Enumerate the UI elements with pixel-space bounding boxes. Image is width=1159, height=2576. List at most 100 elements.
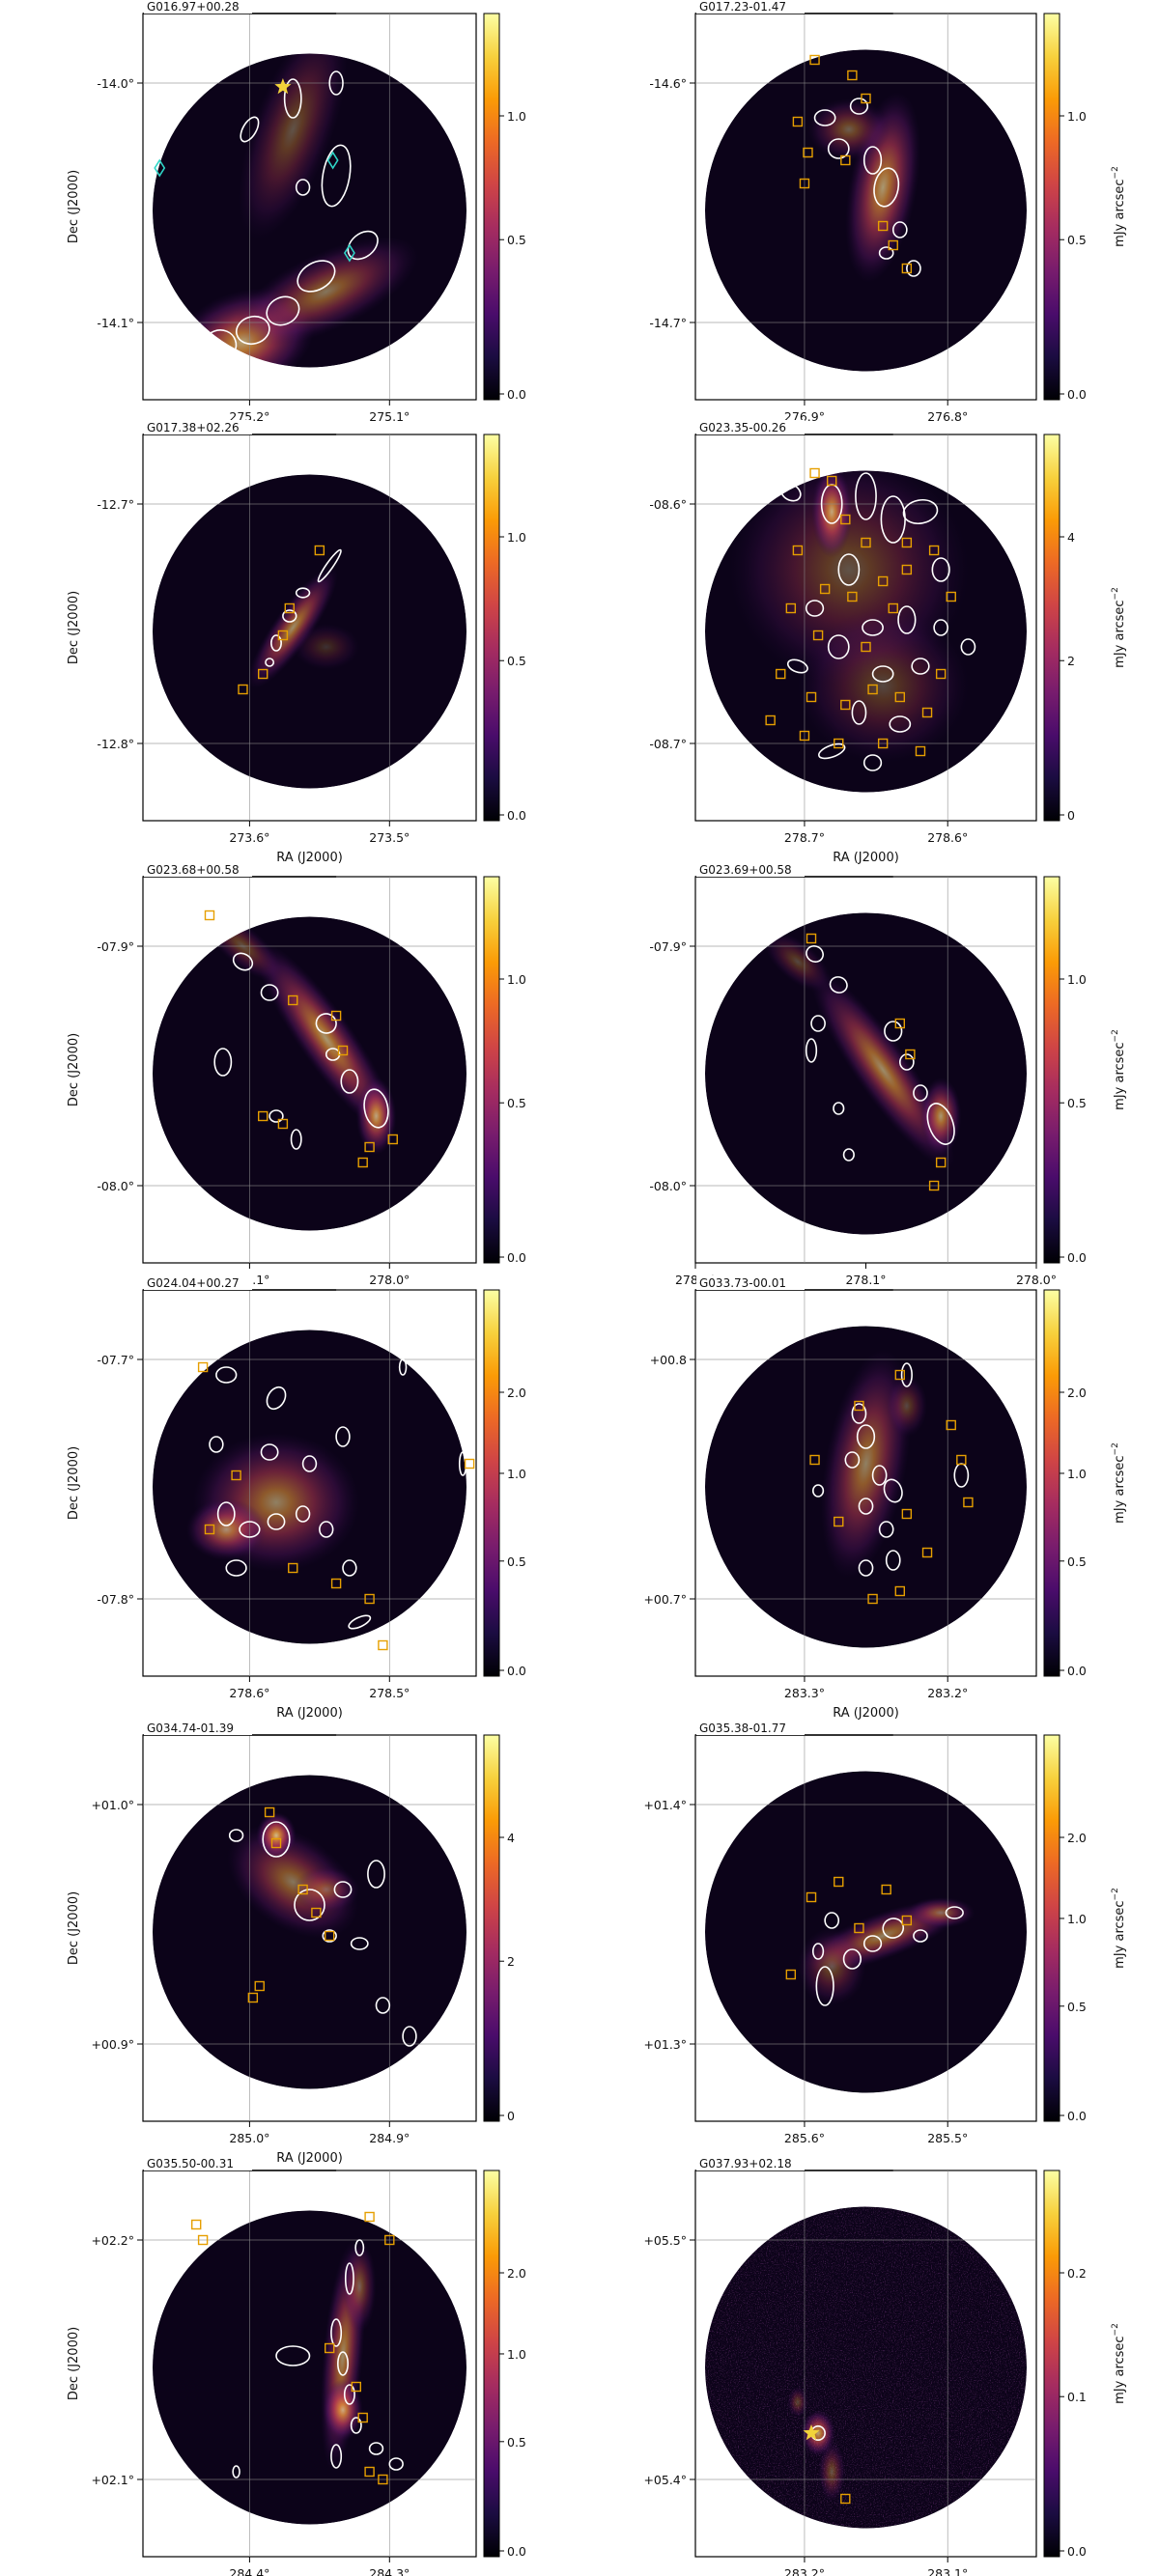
colorbar-tick-label: 0.0 — [507, 1664, 526, 1678]
yso-box-marker — [894, 1018, 905, 1029]
colorbar-tick-label: 2.0 — [1067, 1386, 1087, 1400]
source-ellipse — [851, 700, 867, 725]
source-ellipse — [342, 1559, 357, 1577]
ra-tick-label: 273.5° — [369, 830, 410, 845]
yso-box-marker — [827, 475, 837, 487]
colorbar-tick-label: 0.0 — [507, 387, 526, 402]
source-ellipse — [267, 1513, 286, 1530]
star-marker — [274, 78, 292, 95]
source-ellipse — [780, 483, 802, 502]
source-ellipse — [842, 1948, 862, 1970]
source-ellipse — [212, 2226, 221, 2239]
source-ellipse — [262, 1821, 291, 1858]
diamond-marker — [154, 158, 166, 178]
colorbar-tick-label: 0.5 — [507, 1554, 526, 1569]
yso-box-marker — [847, 70, 858, 81]
panel-5: G023.69+00.58-07.9°-08.0°278.2° 278.1° 278… — [649, 862, 1127, 1287]
colorbar-tick-label: 0.2 — [1067, 2266, 1087, 2281]
yso-box-marker — [963, 1497, 974, 1508]
source-ellipse — [855, 472, 877, 520]
source-ellipse — [931, 557, 950, 582]
source-ellipse — [283, 78, 302, 119]
emission-map — [705, 2206, 1027, 2529]
yso-box-marker — [921, 707, 933, 718]
emission-map — [153, 1775, 466, 2089]
yso-box-marker — [314, 545, 325, 556]
yso-box-marker — [861, 537, 871, 548]
yso-box-marker — [894, 691, 905, 703]
yso-box-marker — [330, 1578, 342, 1589]
colorbar-tick-label: 0.0 — [1067, 2544, 1087, 2559]
dec-tick-label: -07.7° — [97, 1353, 134, 1367]
yso-box-marker — [288, 1562, 298, 1574]
yso-box-marker — [834, 738, 844, 749]
colorbar — [1043, 434, 1060, 822]
source-ellipse — [811, 1943, 825, 1960]
ra-tick-label: 283.2° — [927, 1686, 968, 1700]
colorbar-tick-label: 1.0 — [1067, 109, 1087, 124]
colorbar-tick-label: 2.0 — [507, 2266, 526, 2281]
yso-box-marker — [861, 641, 871, 653]
star-marker — [803, 2424, 820, 2441]
source-ellipse — [833, 1102, 845, 1115]
yso-box-marker — [847, 591, 858, 602]
colorbar-tick-label: 4 — [1067, 530, 1075, 545]
source-ellipse — [266, 1386, 287, 1411]
source-ellipse — [333, 1881, 353, 1898]
dec-axis-label: Dec (J2000) — [67, 170, 81, 243]
source-ellipse — [294, 1889, 325, 1921]
yso-box-marker — [894, 1369, 905, 1381]
yso-box-marker — [384, 2234, 395, 2246]
source-ellipse — [873, 167, 900, 208]
colorbar-tick-label: 0 — [507, 2109, 515, 2123]
source-ellipse — [871, 1465, 888, 1486]
source-ellipse — [290, 1129, 302, 1150]
yso-box-marker — [464, 1458, 475, 1470]
colorbar — [1043, 1289, 1060, 1677]
panels-layer: G016.97+00.28-14.0°-14.1°275.2° 275.1°Dec… — [67, 0, 1127, 2576]
emission-map — [153, 1330, 466, 1644]
yso-box-marker — [387, 1134, 398, 1145]
yso-box-marker — [311, 1907, 322, 1918]
colorbar — [483, 434, 500, 822]
colorbar — [1043, 13, 1060, 401]
colorbar — [1043, 2170, 1060, 2558]
yso-box-marker — [364, 1141, 375, 1153]
panel-title: G023.68+00.58 — [147, 863, 240, 877]
ra-tick-label: 284.3° — [369, 2566, 410, 2576]
dec-axis-label: Dec (J2000) — [67, 591, 81, 664]
yso-box-marker — [792, 116, 804, 127]
colorbar-tick-label: 1.0 — [507, 530, 526, 545]
colorbar-tick-label: 2.0 — [1067, 1831, 1087, 1845]
colorbar-tick-label: 0 — [1067, 808, 1075, 823]
panel-8: G034.74-01.39 +01.0° +00.9° 285.0° 284.9° Dec… — [67, 1721, 515, 2166]
source-ellipse — [837, 553, 861, 586]
yso-box-marker — [231, 1470, 241, 1481]
emission-blob — [797, 1928, 866, 2005]
colorbar-tick-label: 0.0 — [1067, 1664, 1087, 1678]
dec-tick-label: -07.9° — [649, 939, 687, 954]
source-ellipse — [883, 1478, 903, 1503]
emission-map — [705, 912, 1027, 1235]
ra-tick-label: 285.0° — [229, 2131, 269, 2145]
colorbar-label: mJy arcsec−2 — [1111, 2323, 1127, 2404]
yso-box-marker — [809, 54, 820, 66]
source-ellipse — [856, 1424, 876, 1449]
source-ellipse — [335, 1426, 351, 1447]
source-ellipse — [350, 2417, 362, 2434]
source-ellipse — [344, 2262, 354, 2295]
emission-blob — [886, 1375, 928, 1437]
emission-map — [705, 1771, 1027, 2093]
source-ellipse — [960, 638, 976, 656]
source-ellipse — [849, 98, 869, 115]
panel-title: G033.73-00.01 — [699, 1276, 786, 1290]
source-ellipse — [322, 1929, 337, 1943]
ra-tick-label: 285.6° — [784, 2131, 825, 2145]
emission-blob — [234, 237, 419, 347]
source-ellipse — [897, 605, 917, 634]
source-ellipse — [269, 1109, 284, 1123]
yso-box-marker — [351, 2381, 361, 2393]
source-ellipse — [239, 1521, 261, 1538]
dec-tick-label: +00.9° — [91, 2037, 134, 2052]
